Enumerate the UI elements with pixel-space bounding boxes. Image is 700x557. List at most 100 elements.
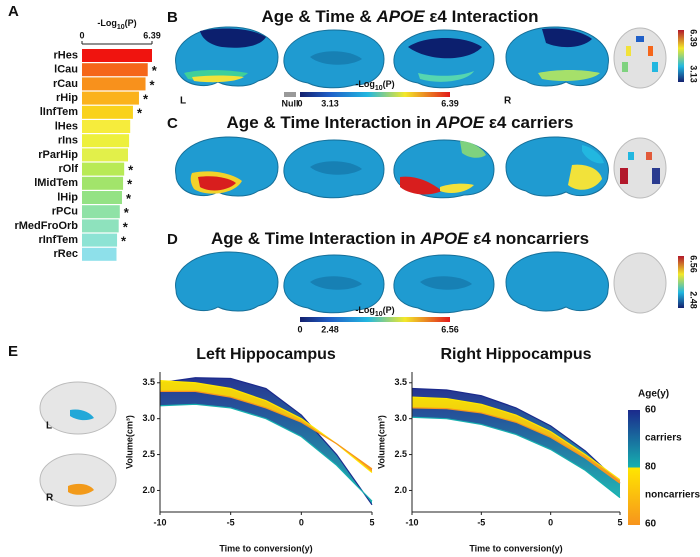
text-part: APOE xyxy=(435,113,485,132)
category-label: lHip xyxy=(57,191,78,203)
y-tick-label: 2.5 xyxy=(394,449,407,459)
x-tick-label: -10 xyxy=(153,517,166,527)
category-label: lCau xyxy=(54,64,78,76)
legend-label: 80 xyxy=(645,462,657,473)
text-part: Age & Time & xyxy=(262,7,377,26)
text-part: 10 xyxy=(375,311,383,318)
panel-label: A xyxy=(8,3,19,20)
colorbar-tick-label: 3.13 xyxy=(321,98,339,108)
brain-axial xyxy=(613,252,667,314)
brain-renderings xyxy=(39,26,684,507)
hippocampus-brain xyxy=(39,453,117,507)
band-upper-line xyxy=(411,387,621,484)
x-tick-label: 6.39 xyxy=(143,30,161,40)
x-tick-label: 5 xyxy=(369,517,374,527)
bar xyxy=(82,148,129,162)
category-label: lHes xyxy=(55,120,78,132)
significance-marker: * xyxy=(124,205,130,220)
text-part: APOE xyxy=(375,7,425,26)
colorbar xyxy=(300,92,450,97)
brain-medial-left xyxy=(283,139,385,199)
significance-marker: * xyxy=(121,234,127,249)
composite-text: Age & Time Interaction in APOE ε4 carrie… xyxy=(227,113,574,132)
text-part: ε4 noncarriers xyxy=(469,229,590,248)
composite-text: -Log10(P) xyxy=(355,305,394,318)
bar xyxy=(82,134,130,148)
panel-label: E xyxy=(8,343,18,360)
colorbar-tick-label: 6.39 xyxy=(441,98,459,108)
x-tick-label: 5 xyxy=(617,517,622,527)
x-axis-title: Time to conversion(y) xyxy=(469,543,562,553)
brain-medial-left xyxy=(283,29,385,89)
significance-marker: * xyxy=(128,163,134,178)
x-tick-label: -5 xyxy=(477,517,485,527)
bar xyxy=(82,205,120,219)
y-tick-label: 2.0 xyxy=(142,485,155,495)
panel-label: B xyxy=(167,9,178,26)
text-part: (P) xyxy=(383,305,395,315)
bar xyxy=(82,219,119,233)
brain-lateral-left xyxy=(175,136,279,197)
panel-label: D xyxy=(167,231,178,248)
band-upper-line xyxy=(159,377,373,506)
band-lower-line xyxy=(160,390,373,470)
text-part: APOE xyxy=(419,229,469,248)
bar xyxy=(82,162,125,176)
band-lower-line xyxy=(411,407,621,484)
category-label: rParHip xyxy=(38,149,78,161)
category-label: lMidTem xyxy=(34,177,78,189)
hemisphere-label: L xyxy=(46,421,52,432)
band-lower-line xyxy=(159,403,373,502)
significance-marker: * xyxy=(127,177,133,192)
chart-title: Right Hippocampus xyxy=(440,346,591,363)
side-colorbar xyxy=(678,256,684,308)
bar xyxy=(82,247,117,261)
significance-marker: * xyxy=(137,106,143,121)
category-label: rCau xyxy=(53,78,78,90)
bar xyxy=(82,91,139,105)
x-tick-label: -10 xyxy=(405,517,418,527)
category-label: rPCu xyxy=(52,206,78,218)
bar xyxy=(82,77,146,91)
significance-marker: * xyxy=(143,92,149,107)
y-tick-label: 3.5 xyxy=(142,377,155,387)
composite-text: -Log10(P) xyxy=(97,18,136,31)
text-part: -Log xyxy=(97,18,117,28)
band-area xyxy=(412,397,620,484)
composite-text: -Log10(P) xyxy=(355,79,394,92)
brain-lateral-right xyxy=(505,26,609,87)
category-label: rOlf xyxy=(58,163,78,175)
side-colorbar-label: 6.56 xyxy=(689,255,699,273)
composite-text: Age & Time & APOE ε4 Interaction xyxy=(262,7,539,26)
colorbar xyxy=(300,317,450,322)
bar xyxy=(82,105,133,119)
x-tick-label: 0 xyxy=(79,30,84,40)
colorbar-tick-label: Null xyxy=(282,98,299,108)
brain-medial-right xyxy=(393,254,495,314)
x-tick-label: 0 xyxy=(548,517,553,527)
category-label: rIns xyxy=(58,135,78,147)
brain-medial-right xyxy=(393,139,495,199)
text-part: 10 xyxy=(117,24,125,31)
brain-lateral-right xyxy=(505,251,609,312)
significance-marker: * xyxy=(126,191,132,206)
hemisphere-label: R xyxy=(504,96,512,107)
legend-label: noncarriers xyxy=(645,490,700,501)
band-upper-line xyxy=(411,396,621,481)
brain-axial xyxy=(613,27,667,89)
hemisphere-label: R xyxy=(46,493,54,504)
text-part: 10 xyxy=(375,85,383,92)
category-label: lInfTem xyxy=(40,106,79,118)
text-part: ε4 carriers xyxy=(484,113,573,132)
side-colorbar-label: 2.48 xyxy=(689,291,699,309)
side-colorbar-label: 6.39 xyxy=(689,29,699,47)
bar xyxy=(82,63,148,77)
band-area xyxy=(160,380,372,473)
significance-marker: * xyxy=(152,63,158,78)
legend-label: carriers xyxy=(645,433,682,444)
hippocampus-brain xyxy=(39,381,117,435)
y-axis-title: Volume(cm³) xyxy=(124,415,134,469)
brain-medial-left xyxy=(283,254,385,314)
significance-marker: * xyxy=(123,219,129,234)
